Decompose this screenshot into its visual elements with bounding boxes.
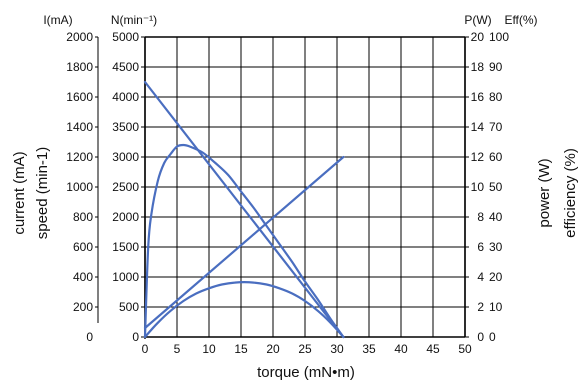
speed-tick-label: 1500 bbox=[112, 240, 139, 254]
current-tick-label: 1600 bbox=[66, 90, 93, 104]
speed-tick-label: 2500 bbox=[112, 180, 139, 194]
current-axis-header: I(mA) bbox=[43, 13, 72, 27]
efficiency-curve bbox=[143, 143, 345, 339]
power-tick-label: 8 bbox=[477, 210, 484, 224]
current-tick-label: 1000 bbox=[66, 180, 93, 194]
current-tick-label: 2000 bbox=[66, 30, 93, 44]
power-curve bbox=[143, 281, 345, 339]
efficiency-tick-label: 30 bbox=[489, 240, 503, 254]
current-tick-label: 600 bbox=[73, 240, 93, 254]
x-tick-label: 35 bbox=[362, 342, 376, 356]
current-tick-label: 1400 bbox=[66, 120, 93, 134]
current-curve bbox=[143, 155, 345, 330]
power-tick-label: 16 bbox=[471, 90, 485, 104]
power-tick-label: 12 bbox=[471, 150, 485, 164]
efficiency-axis-header: Eff(%) bbox=[504, 13, 537, 27]
speed-tick-label: 0 bbox=[132, 330, 139, 344]
power-tick-label: 6 bbox=[477, 240, 484, 254]
power-tick-label: 10 bbox=[471, 180, 485, 194]
x-tick-label: 0 bbox=[142, 342, 149, 356]
power-axis-title: power (W) bbox=[536, 158, 553, 227]
speed-tick-label: 500 bbox=[119, 300, 139, 314]
x-tick-label: 50 bbox=[458, 342, 472, 356]
x-tick-label: 45 bbox=[426, 342, 440, 356]
x-tick-label: 20 bbox=[266, 342, 280, 356]
efficiency-tick-label: 70 bbox=[489, 120, 503, 134]
tick-marks bbox=[95, 36, 469, 339]
speed-tick-label: 5000 bbox=[112, 30, 139, 44]
power-tick-label: 18 bbox=[471, 60, 485, 74]
efficiency-tick-label: 100 bbox=[489, 30, 509, 44]
power-tick-label: 20 bbox=[471, 30, 485, 44]
efficiency-tick-label: 10 bbox=[489, 300, 503, 314]
speed-axis-title: speed (min-1) bbox=[34, 147, 51, 240]
power-tick-label: 2 bbox=[477, 300, 484, 314]
current-tick-label: 800 bbox=[73, 210, 93, 224]
current-axis-title: current (mA) bbox=[11, 151, 28, 234]
speed-curve bbox=[143, 80, 345, 339]
current-tick-label: 0 bbox=[86, 330, 93, 344]
speed-tick-label: 3000 bbox=[112, 150, 139, 164]
efficiency-tick-label: 50 bbox=[489, 180, 503, 194]
x-tick-label: 15 bbox=[234, 342, 248, 356]
speed-tick-label: 4500 bbox=[112, 60, 139, 74]
x-tick-label: 25 bbox=[298, 342, 312, 356]
efficiency-tick-label: 40 bbox=[489, 210, 503, 224]
grid-lines bbox=[144, 36, 466, 338]
speed-tick-label: 4000 bbox=[112, 90, 139, 104]
speed-tick-label: 1000 bbox=[112, 270, 139, 284]
speed-axis-header: N(min⁻¹) bbox=[111, 13, 157, 27]
efficiency-tick-label: 60 bbox=[489, 150, 503, 164]
efficiency-tick-label: 20 bbox=[489, 270, 503, 284]
current-tick-label: 1200 bbox=[66, 150, 93, 164]
efficiency-axis-title: efficiency (%) bbox=[562, 148, 579, 238]
efficiency-tick-label: 0 bbox=[489, 330, 496, 344]
efficiency-tick-label: 80 bbox=[489, 90, 503, 104]
x-tick-label: 5 bbox=[174, 342, 181, 356]
data-series bbox=[143, 80, 345, 339]
speed-tick-label: 3500 bbox=[112, 120, 139, 134]
power-axis-header: P(W) bbox=[464, 13, 491, 27]
x-tick-label: 40 bbox=[394, 342, 408, 356]
power-tick-label: 0 bbox=[477, 330, 484, 344]
efficiency-tick-label: 90 bbox=[489, 60, 503, 74]
x-axis-title: torque (mN•m) bbox=[257, 364, 355, 381]
current-tick-label: 200 bbox=[73, 300, 93, 314]
x-tick-label: 10 bbox=[202, 342, 216, 356]
x-tick-label: 30 bbox=[330, 342, 344, 356]
power-tick-label: 4 bbox=[477, 270, 484, 284]
power-tick-label: 14 bbox=[471, 120, 485, 134]
current-tick-label: 1800 bbox=[66, 60, 93, 74]
current-tick-label: 400 bbox=[73, 270, 93, 284]
speed-tick-label: 2000 bbox=[112, 210, 139, 224]
